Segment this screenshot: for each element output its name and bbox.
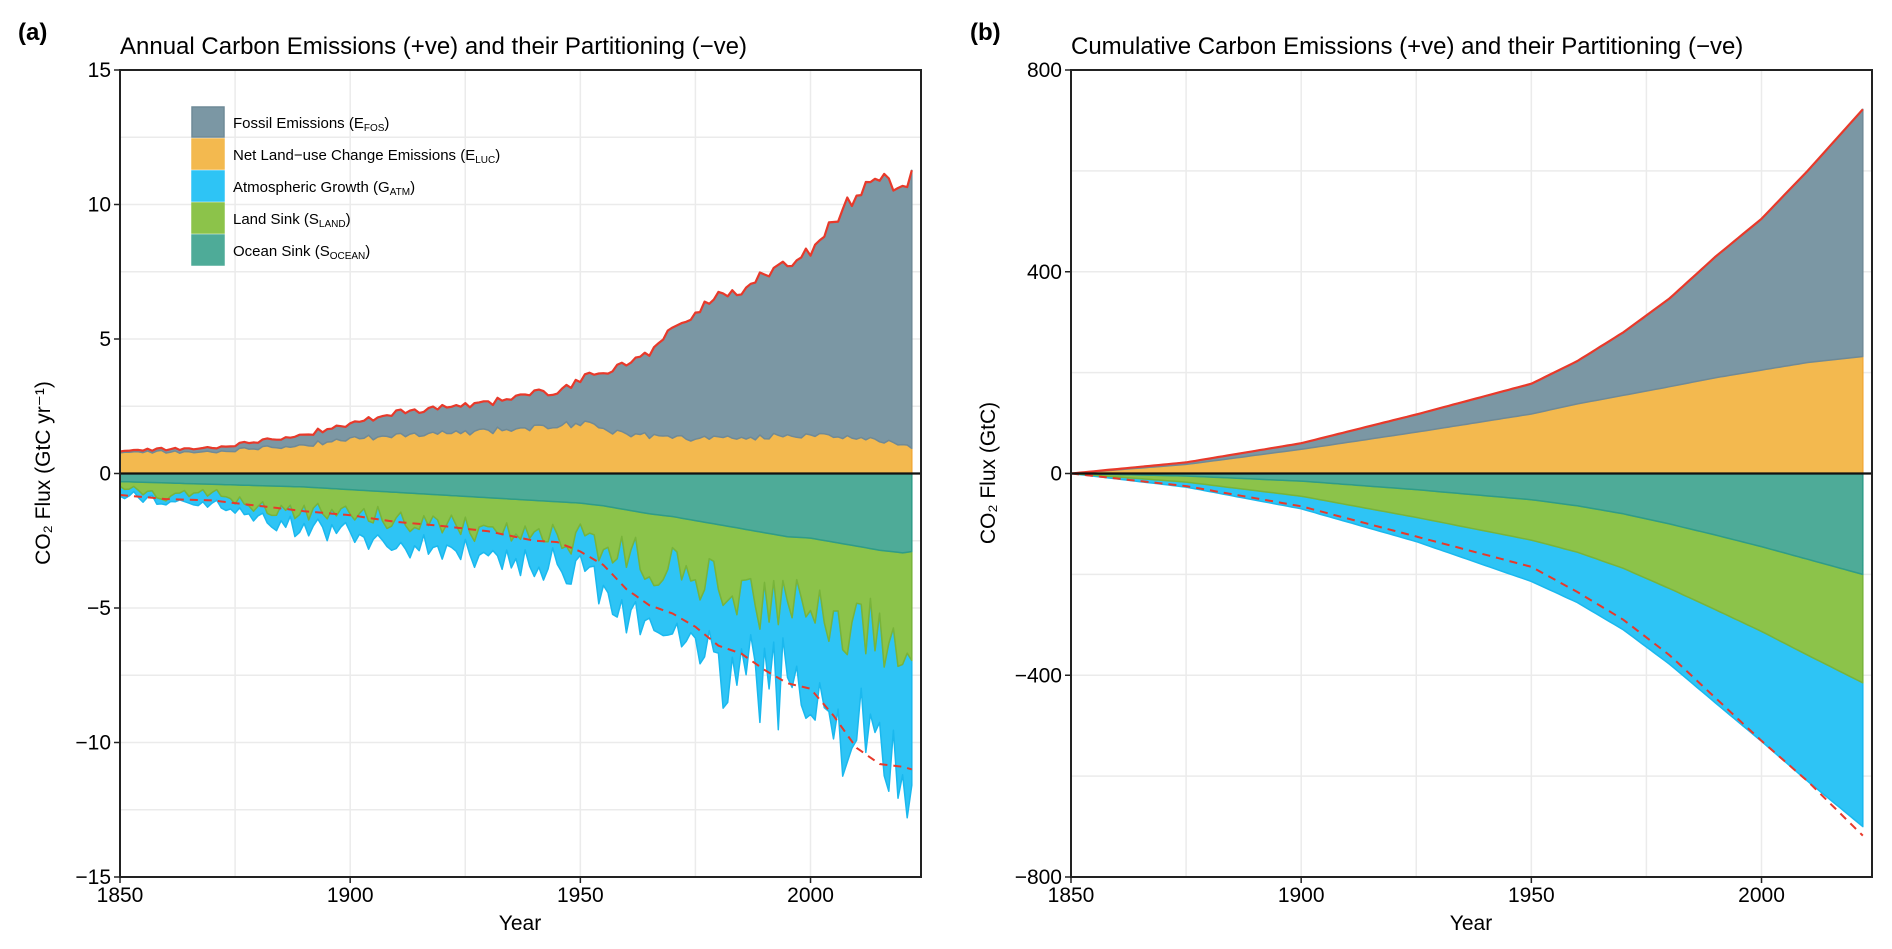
x-tick-label: 2000 <box>1738 884 1785 907</box>
legend-label: Net Land−use Change Emissions (ELUC) <box>233 147 500 166</box>
legend-swatch <box>191 202 225 234</box>
y-tick-label: 400 <box>1027 261 1062 284</box>
legend-swatch <box>191 170 225 202</box>
legend-label: Fossil Emissions (EFOS) <box>233 115 389 134</box>
panel-a-ylabel: CO₂ Flux (GtC yr⁻¹) <box>32 381 55 565</box>
x-tick-label: 1950 <box>1508 884 1555 907</box>
legend-label: Land Sink (SLAND) <box>233 211 351 230</box>
panel-b-xlabel: Year <box>1450 912 1492 935</box>
panel-a-letter: (a) <box>18 19 47 46</box>
y-tick-label: 0 <box>99 463 111 486</box>
emissions-mirror-dashed-line <box>1070 472 1864 837</box>
y-tick-label: 0 <box>1050 463 1062 486</box>
y-tick-label: −400 <box>1015 664 1062 687</box>
x-tick-label: 1900 <box>327 884 374 907</box>
y-tick-label: −15 <box>75 866 111 889</box>
x-tick-label: 1900 <box>1278 884 1325 907</box>
emissions-mirror-dashed-line <box>119 494 913 771</box>
panel-a-xlabel: Year <box>499 912 541 935</box>
y-tick-label: 800 <box>1027 59 1062 82</box>
y-tick-label: −10 <box>75 732 111 755</box>
legend-label: Atmospheric Growth (GATM) <box>233 179 415 198</box>
x-tick-label: 1950 <box>557 884 604 907</box>
x-tick-label: 1850 <box>97 884 144 907</box>
y-tick-label: 10 <box>88 194 111 217</box>
y-tick-label: 15 <box>88 59 111 82</box>
total-emissions-line <box>119 170 913 453</box>
panel-b-title: Cumulative Carbon Emissions (+ve) and th… <box>1071 33 1743 60</box>
y-tick-label: −800 <box>1015 866 1062 889</box>
panel-b-letter: (b) <box>970 19 1001 46</box>
x-tick-label: 1850 <box>1048 884 1095 907</box>
legend-swatch <box>191 138 225 170</box>
legend: Fossil Emissions (EFOS) Net Land−use Chan… <box>191 106 500 266</box>
legend-swatch <box>191 106 225 138</box>
panel-a-title: Annual Carbon Emissions (+ve) and their … <box>120 33 747 60</box>
total-emissions-line <box>1070 108 1864 475</box>
x-tick-label: 2000 <box>787 884 834 907</box>
panel-b-ylabel: CO₂ Flux (GtC) <box>977 402 1000 544</box>
y-tick-label: 5 <box>99 328 111 351</box>
legend-swatch <box>191 234 225 266</box>
y-tick-label: −5 <box>87 597 111 620</box>
legend-label: Ocean Sink (SOCEAN) <box>233 243 370 262</box>
